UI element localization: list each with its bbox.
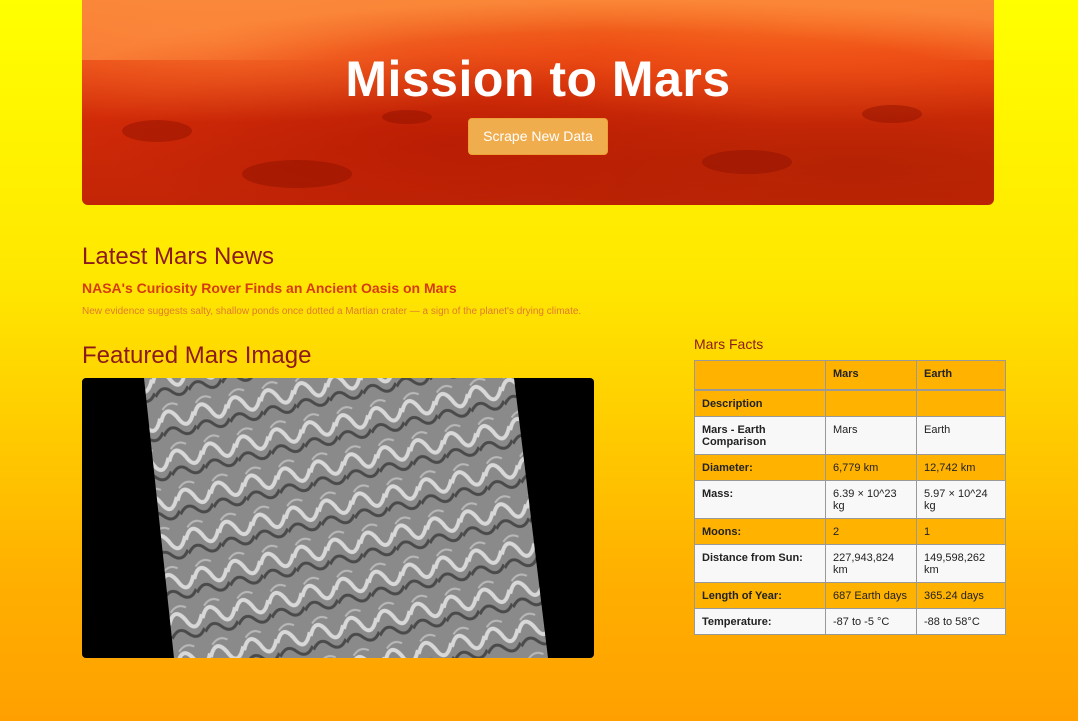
table-row: Length of Year: 687 Earth days 365.24 da…	[694, 582, 1006, 609]
earth-value: -88 to 58°C	[916, 608, 1006, 635]
row-label: Distance from Sun:	[694, 544, 826, 583]
mars-value: Mars	[825, 416, 917, 455]
row-label: Mars - Earth Comparison	[694, 416, 826, 455]
table-header-cell: Mars	[825, 360, 917, 391]
mars-value: -87 to -5 °C	[825, 608, 917, 635]
facts-section-title: Mars Facts	[694, 336, 764, 352]
hero-rock	[242, 160, 352, 188]
news-section-title: Latest Mars News	[82, 243, 275, 270]
row-label: Temperature:	[694, 608, 826, 635]
featured-image-title: Featured Mars Image	[82, 342, 312, 369]
row-label: Diameter:	[694, 454, 826, 481]
earth-value: 12,742 km	[916, 454, 1006, 481]
table-header-cell: Earth	[916, 360, 1006, 391]
earth-value	[916, 389, 1006, 417]
scrape-button[interactable]: Scrape New Data	[468, 118, 608, 155]
hero-horizon	[82, 0, 994, 60]
table-header-cell	[694, 360, 826, 391]
table-header-row: Mars Earth	[694, 360, 1006, 391]
table-row: Mass: 6.39 × 10^23 kg 5.97 × 10^24 kg	[694, 480, 1006, 519]
table-row: Description	[694, 389, 1006, 417]
hero-rock	[122, 120, 192, 142]
row-label: Mass:	[694, 480, 826, 519]
mars-value: 6,779 km	[825, 454, 917, 481]
earth-value: 1	[916, 518, 1006, 545]
mars-value	[825, 389, 917, 417]
mars-value: 6.39 × 10^23 kg	[825, 480, 917, 519]
hero-rock	[862, 105, 922, 123]
news-headline: NASA's Curiosity Rover Finds an Ancient …	[82, 280, 457, 296]
table-row: Temperature: -87 to -5 °C -88 to 58°C	[694, 608, 1006, 635]
mars-value: 2	[825, 518, 917, 545]
earth-value: 149,598,262 km	[916, 544, 1006, 583]
hero-rock	[702, 150, 792, 174]
table-row: Diameter: 6,779 km 12,742 km	[694, 454, 1006, 481]
row-label: Length of Year:	[694, 582, 826, 609]
row-label: Description	[694, 389, 826, 417]
earth-value: 365.24 days	[916, 582, 1006, 609]
mars-value: 227,943,824 km	[825, 544, 917, 583]
featured-image	[82, 378, 594, 658]
table-row: Moons: 2 1	[694, 518, 1006, 545]
page-title: Mission to Mars	[345, 51, 731, 107]
mars-value: 687 Earth days	[825, 582, 917, 609]
table-row: Distance from Sun: 227,943,824 km 149,59…	[694, 544, 1006, 583]
news-teaser: New evidence suggests salty, shallow pon…	[82, 306, 582, 317]
earth-value: Earth	[916, 416, 1006, 455]
earth-value: 5.97 × 10^24 kg	[916, 480, 1006, 519]
mars-facts-table: Mars Earth Description Mars - Earth Comp…	[694, 360, 1006, 635]
table-row: Mars - Earth Comparison Mars Earth	[694, 416, 1006, 455]
row-label: Moons:	[694, 518, 826, 545]
hero-rock	[382, 110, 432, 124]
mars-dunes-image	[144, 378, 548, 658]
hero-banner: Mission to Mars Scrape New Data	[82, 0, 994, 205]
